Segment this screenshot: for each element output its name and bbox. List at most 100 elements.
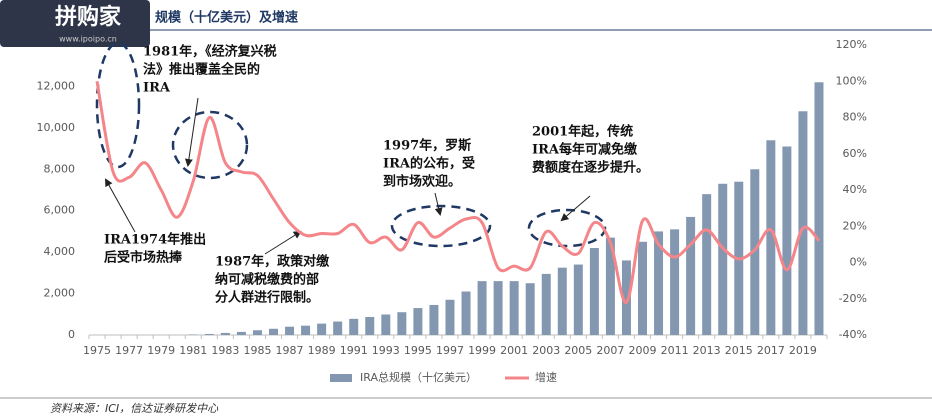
- bar: [301, 325, 311, 335]
- bar: [365, 316, 375, 335]
- source: 资料来源：ICI，信达证券研发中心: [50, 402, 219, 415]
- bar: [557, 267, 567, 335]
- y-tick-label: 10,000: [37, 121, 76, 134]
- annotation: 后受市场热捧: [104, 250, 183, 266]
- annotation: IRA1974年推出: [104, 232, 206, 248]
- bar: [798, 111, 808, 336]
- annotation: 分人群进行限制。: [215, 290, 319, 306]
- legend-swatch: [330, 374, 352, 382]
- y-tick-label: 4,000: [44, 245, 76, 258]
- x-tick-label: 2017: [757, 344, 785, 357]
- annotation: 费额度在逐步提升。: [532, 160, 649, 176]
- bar: [285, 326, 295, 335]
- bar: [317, 323, 327, 335]
- annotation: 1981年，《经济复兴税: [143, 44, 277, 60]
- y2-tick-label: 100%: [836, 74, 867, 87]
- x-tick-label: 2019: [789, 344, 817, 357]
- y2-tick-label: 0%: [850, 256, 867, 269]
- bar: [686, 216, 696, 335]
- growth-line: [95, 80, 821, 304]
- x-tick-label: 1989: [308, 344, 336, 357]
- logo-name: 拼购家: [55, 4, 122, 30]
- bar: [477, 281, 487, 335]
- y2-tick-label: 20%: [843, 219, 867, 232]
- annotation: 法》推出覆盖全民的: [143, 62, 260, 78]
- y2-tick-label: 60%: [843, 147, 867, 160]
- bar: [220, 332, 230, 335]
- bar: [493, 281, 503, 335]
- highlight-ellipses: [95, 41, 607, 248]
- y-tick-label: 6,000: [44, 204, 76, 217]
- annotation-arrows: [105, 97, 591, 255]
- y2-tick-label: -20%: [839, 292, 867, 305]
- x-tick-label: 1975: [83, 344, 111, 357]
- annotation: IRA的公布，受: [383, 156, 475, 172]
- x-tick-label: 1981: [179, 344, 207, 357]
- bar: [413, 308, 423, 335]
- x-tick-label: 1991: [340, 344, 368, 357]
- bar: [814, 82, 824, 336]
- y2-tick-label: 120%: [836, 38, 867, 51]
- bar: [349, 318, 359, 335]
- bar: [573, 264, 583, 335]
- annotation: IRA每年可减免缴: [532, 142, 638, 158]
- x-tick-label: 2013: [693, 344, 721, 357]
- bar: [638, 241, 647, 335]
- x-tick-label: 1987: [276, 344, 304, 357]
- x-tick-label: 1995: [404, 344, 432, 357]
- bar: [204, 333, 214, 335]
- bar: [429, 304, 439, 335]
- annotation: 1997年，罗斯: [383, 138, 471, 154]
- x-tick-label: 2007: [596, 344, 624, 357]
- bar: [750, 169, 760, 335]
- x-tick-label: 1979: [147, 344, 175, 357]
- bar: [702, 194, 712, 335]
- annotation: 纳可减税缴费的部: [215, 272, 319, 288]
- bar: [445, 299, 455, 335]
- x-tick-label: 2005: [564, 344, 592, 357]
- bar: [461, 291, 471, 335]
- x-tick-label: 2003: [532, 344, 560, 357]
- x-tick-label: 2011: [661, 344, 689, 357]
- x-tick-label: 1983: [211, 344, 239, 357]
- bar: [381, 314, 391, 335]
- bar: [509, 281, 519, 335]
- bar: [397, 312, 407, 335]
- x-tick-label: 1985: [243, 344, 271, 357]
- y-tick-label: 0: [68, 328, 75, 341]
- x-tick-label: 2015: [725, 344, 753, 357]
- y2-tick-label: 40%: [843, 183, 867, 196]
- y2-tick-label: 80%: [843, 111, 867, 124]
- bar: [236, 331, 246, 335]
- x-tick-label: 1999: [468, 344, 496, 357]
- bar: [654, 231, 664, 335]
- annotation: 到市场欢迎。: [383, 174, 461, 190]
- y2-tick-label: -40%: [839, 328, 867, 341]
- x-tick-label: 2009: [629, 344, 657, 357]
- bar: [782, 146, 792, 335]
- legend-label: 增速: [535, 370, 557, 384]
- x-tick-label: 2001: [500, 344, 528, 357]
- bar: [589, 248, 599, 335]
- x-tick-label: 1977: [115, 344, 143, 357]
- bar: [718, 183, 728, 335]
- bar: [252, 330, 262, 335]
- bar: [269, 328, 278, 335]
- y-tick-label: 8,000: [44, 162, 76, 175]
- bar: [621, 260, 631, 335]
- y-tick-label: 12,000: [37, 79, 76, 92]
- bar: [670, 229, 680, 335]
- bar: [188, 334, 198, 335]
- bar: [541, 273, 551, 335]
- logo-url: www.ipoipo.cn: [59, 35, 117, 44]
- bar: [333, 321, 343, 335]
- x-tick-label: 1997: [436, 344, 464, 357]
- bar: [525, 283, 535, 335]
- bar: [605, 237, 615, 335]
- x-tick-label: 1993: [372, 344, 400, 357]
- chart-title: 规模（十亿美元）及增速: [155, 10, 298, 26]
- y-tick-label: 2,000: [44, 287, 76, 300]
- bar: [766, 140, 776, 335]
- annotation: 2001年起，传统: [532, 124, 633, 140]
